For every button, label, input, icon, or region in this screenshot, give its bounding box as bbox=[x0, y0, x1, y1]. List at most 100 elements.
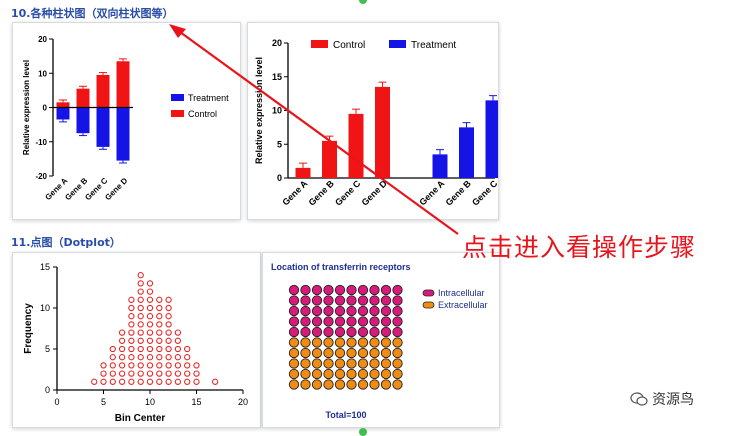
dot bbox=[165, 354, 172, 361]
dot bbox=[137, 272, 144, 279]
dot bbox=[156, 321, 163, 328]
dot bbox=[156, 354, 163, 361]
waffle-cell bbox=[334, 316, 346, 327]
dot bbox=[184, 362, 191, 369]
waffle-cell bbox=[300, 305, 311, 317]
waffle-cell bbox=[323, 295, 334, 306]
dot bbox=[146, 354, 154, 361]
waffle-cell bbox=[357, 305, 369, 317]
waffle-cell bbox=[311, 368, 323, 380]
dot bbox=[184, 378, 191, 385]
legend-label: Control bbox=[188, 109, 217, 119]
dot bbox=[137, 304, 144, 312]
dot bbox=[165, 378, 172, 385]
waffle-cell bbox=[300, 347, 311, 359]
waffle-cell bbox=[288, 358, 300, 369]
bar bbox=[56, 107, 70, 120]
waffle-cell bbox=[323, 284, 334, 296]
dot bbox=[137, 362, 144, 369]
dot bbox=[165, 370, 172, 377]
bar bbox=[432, 154, 448, 178]
waffle-cell bbox=[392, 316, 403, 327]
waffle-cell bbox=[346, 284, 357, 296]
total-label: Total=100 bbox=[325, 410, 366, 420]
waffle-cell bbox=[323, 347, 334, 359]
legend-swatch bbox=[171, 110, 184, 117]
dot bbox=[211, 378, 219, 385]
waffle-cell bbox=[369, 337, 380, 348]
dot bbox=[118, 345, 126, 353]
dot bbox=[165, 362, 172, 369]
waffle-cell bbox=[334, 295, 346, 306]
dot bbox=[118, 337, 126, 344]
y-tick-label: 5 bbox=[277, 139, 282, 149]
waffle-cell bbox=[357, 337, 369, 348]
waffle-cell bbox=[334, 358, 346, 369]
y-tick-label: 20 bbox=[38, 35, 47, 44]
waffle-cell bbox=[380, 305, 392, 317]
y-tick-label: 10 bbox=[38, 69, 47, 78]
waffle-cell bbox=[323, 379, 334, 390]
y-tick-label: 0 bbox=[277, 173, 282, 183]
section-10-heading-text: 10.各种柱状图（双向柱状图等） bbox=[11, 7, 174, 20]
bar bbox=[96, 107, 110, 147]
dot bbox=[156, 304, 163, 312]
dot bbox=[174, 378, 182, 385]
x-tick-label: 0 bbox=[54, 397, 59, 407]
waffle-cell bbox=[334, 347, 346, 359]
waffle-cell bbox=[346, 295, 357, 306]
waffle-chart: Location of transferrin receptors Intrace… bbox=[271, 262, 488, 420]
legend-label: Extracellular bbox=[438, 300, 488, 310]
waffle-cell bbox=[392, 347, 403, 359]
waffle-cell bbox=[346, 368, 357, 380]
y-tick-label: 0 bbox=[43, 104, 48, 113]
x-tick-label: Gene D bbox=[360, 178, 390, 208]
dot bbox=[100, 362, 107, 369]
dot bbox=[146, 296, 154, 303]
y-tick-label: 0 bbox=[45, 385, 50, 395]
dotplot-panel: 0 5 10 15 0 5 10 15 20 Bin Center Frequency bbox=[12, 252, 261, 428]
dot bbox=[137, 296, 144, 303]
waffle-cell bbox=[392, 284, 403, 296]
waffle-cell bbox=[392, 295, 403, 306]
dot bbox=[165, 329, 172, 336]
waffle-cell bbox=[334, 379, 346, 390]
bar bbox=[56, 102, 70, 108]
dot bbox=[137, 354, 144, 361]
bar bbox=[96, 74, 110, 108]
waffle-cell bbox=[288, 379, 300, 390]
waffle-cell bbox=[346, 326, 357, 338]
waffle-cell bbox=[380, 379, 392, 390]
waffle-cell bbox=[311, 295, 323, 306]
dot bbox=[193, 370, 200, 377]
dot bbox=[128, 370, 135, 377]
waffle-cell bbox=[311, 305, 323, 317]
waffle-cell bbox=[346, 305, 357, 317]
waffle-cell bbox=[369, 368, 380, 380]
legend-label: Control bbox=[333, 40, 365, 51]
bar bbox=[348, 113, 364, 178]
waffle-cell bbox=[380, 326, 392, 338]
dot bbox=[128, 354, 135, 361]
x-tick-label: Gene B bbox=[307, 178, 337, 208]
dot bbox=[184, 354, 191, 361]
dot bbox=[109, 370, 116, 377]
waffle-panel: Location of transferrin receptors Intrace… bbox=[262, 252, 500, 428]
waffle-cell bbox=[334, 305, 346, 317]
waffle-cell bbox=[346, 347, 357, 359]
dot bbox=[137, 313, 144, 320]
dot bbox=[118, 329, 126, 336]
dot bbox=[156, 370, 163, 377]
waffle-cell bbox=[323, 316, 334, 327]
dot bbox=[137, 329, 144, 336]
waffle-cell bbox=[392, 368, 403, 380]
dot bbox=[146, 288, 154, 295]
dot bbox=[184, 345, 191, 353]
dot bbox=[174, 354, 182, 361]
legend-swatch bbox=[171, 94, 184, 101]
waffle-cell bbox=[300, 379, 311, 390]
waffle-cell bbox=[357, 326, 369, 338]
dot bbox=[193, 362, 200, 369]
